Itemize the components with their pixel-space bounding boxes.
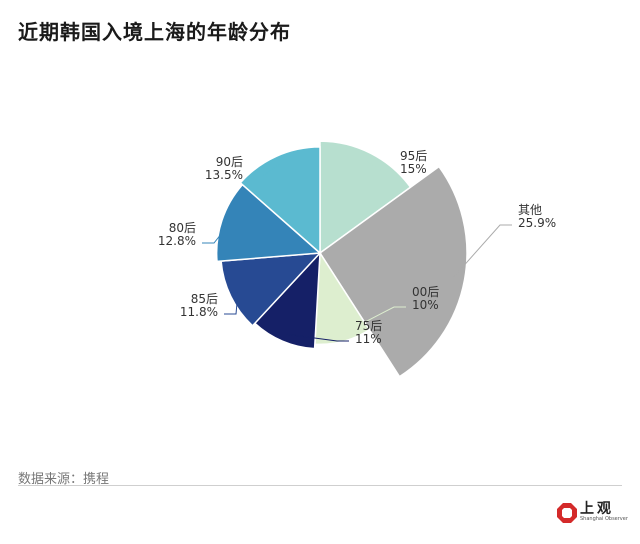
chart-title: 近期韩国入境上海的年龄分布 [18,20,291,44]
slice-value-label-4: 11.8% [180,305,218,319]
slice-value-label-6: 13.5% [205,168,243,182]
leader-line-5 [202,222,231,244]
source-note: 数据来源：携程 [18,472,110,487]
pie-slice-1 [318,165,468,378]
pie-slice-0 [319,140,412,255]
leader-line-1 [452,224,512,279]
slice-category-label-3: 75后 [355,319,382,333]
leader-line-2 [341,306,406,335]
pie-slice-6 [239,146,321,255]
slice-value-label-1: 25.9% [518,216,556,230]
slice-value-label-2: 10% [412,298,439,312]
leader-line-4 [224,292,239,315]
slice-category-label-6: 90后 [216,155,243,169]
slice-category-label-2: 00后 [412,285,439,299]
slice-value-label-3: 11% [355,332,382,346]
footer-divider [18,485,622,486]
slice-category-label-0: 95后 [400,149,427,163]
slice-category-label-5: 80后 [169,221,196,235]
leader-line-6 [249,163,281,178]
logo: 上观 Shanghai Observer [556,498,628,528]
logo-icon [557,503,577,523]
slice-value-label-5: 12.8% [158,234,196,248]
slice-category-label-4: 85后 [191,292,218,306]
slice-category-label-1: 其他 [518,203,542,217]
logo-text: 上观 [580,501,614,517]
leader-line-3 [285,333,349,342]
pie-slice-4 [220,252,322,327]
pie-slice-3 [253,250,321,350]
logo-subtext: Shanghai Observer [580,516,628,522]
pie-slice-5 [215,183,322,263]
leader-line-0 [366,160,394,172]
slice-value-label-0: 15% [400,162,427,176]
